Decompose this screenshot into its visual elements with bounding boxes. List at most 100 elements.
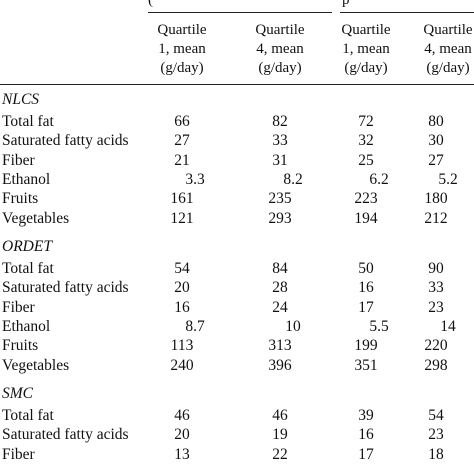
table-row: Total fat 66 82 72 80 [0, 112, 474, 131]
table-row: Fruits 161 235 223 180 [0, 189, 474, 208]
table-row: Vegetables 240 396 351 298 [0, 356, 474, 375]
column-header-3: Quartile 1, mean (g/day) [330, 21, 402, 78]
column-header-line: (g/day) [426, 60, 470, 76]
table-row: Vegetables 121 293 194 212 [0, 209, 474, 228]
table-cell: 16 [358, 426, 374, 444]
table-cell: 72 [358, 113, 374, 130]
table-cell: 199 [354, 337, 378, 355]
header-fragment-right: p [342, 0, 350, 8]
table-cell: 235 [268, 190, 292, 208]
row-label: Saturated fatty acids [2, 426, 129, 444]
table-cell: 17 [358, 445, 374, 463]
table-cell: 27 [428, 151, 444, 169]
table-cell: 223 [354, 190, 378, 208]
table-row: Total fat 54 84 50 90 [0, 259, 474, 278]
table-cell: 16 [174, 298, 190, 316]
table-cell: 32 [358, 132, 374, 150]
table-cell: 50 [358, 260, 374, 277]
column-header-2: Quartile 4, mean (g/day) [244, 21, 316, 78]
table-cell: 19 [272, 426, 288, 444]
row-label: Saturated fatty acids [2, 132, 129, 150]
table-cell: 27 [174, 132, 190, 150]
table-cell: 8.2 [283, 170, 303, 188]
table-cell: 298 [424, 356, 448, 374]
table-row: Saturated fatty acids 27 33 32 30 [0, 131, 474, 150]
table-cell: 5.5 [369, 317, 389, 335]
row-label: Ethanol [2, 317, 51, 335]
column-header-line: Quartile [255, 22, 305, 38]
table-cell: 20 [174, 279, 190, 297]
group-rule-right [340, 12, 474, 13]
table-cell: 351 [354, 356, 378, 374]
table-cell: 54 [428, 407, 444, 424]
table-cell: 6.2 [369, 170, 389, 188]
table-cell: 313 [268, 337, 292, 355]
table-cell: 46 [174, 407, 190, 424]
table-cell: 293 [268, 209, 292, 227]
table-cell: 240 [170, 356, 194, 374]
table-row: Fiber 16 24 17 23 [0, 298, 474, 317]
row-label: Saturated fatty acids [2, 279, 129, 297]
column-header-line: (g/day) [344, 60, 388, 76]
table-row: Saturated fatty acids 20 19 16 23 [0, 425, 474, 444]
section-title: ORDET [2, 238, 52, 255]
column-header-line: Quartile [423, 22, 473, 38]
table-cell: 66 [174, 113, 190, 130]
table-cell: 24 [272, 298, 288, 316]
row-label: Total fat [2, 260, 54, 277]
table-cell: 54 [174, 260, 190, 277]
table-cell: 8.7 [185, 317, 205, 335]
table-row: Saturated fatty acids 20 28 16 33 [0, 278, 474, 297]
table-cell: 220 [424, 337, 448, 355]
table-cell: 17 [358, 298, 374, 316]
column-header-line: 4, mean [424, 41, 472, 57]
row-label: Fruits [2, 337, 39, 355]
column-header-line: Quartile [157, 22, 207, 38]
table-cell: 82 [272, 113, 288, 130]
table-cell: 180 [424, 190, 448, 208]
column-header-line: (g/day) [160, 60, 204, 76]
row-label: Vegetables [2, 209, 70, 227]
table-cell: 18 [428, 445, 444, 463]
row-label: Ethanol [2, 170, 51, 188]
table-cell: 194 [354, 209, 378, 227]
group-rule-left [148, 12, 332, 13]
row-label: Total fat [2, 113, 54, 130]
header-fragment-left: ( [148, 0, 153, 8]
table-row: Total fat 46 46 39 54 [0, 406, 474, 425]
table-cell: 14 [440, 317, 456, 335]
table-cell: 33 [272, 132, 288, 150]
table-cell: 33 [428, 279, 444, 297]
column-header-line: 1, mean [342, 41, 390, 57]
table-cell: 121 [170, 209, 194, 227]
section-title: NLCS [2, 91, 40, 108]
row-label: Total fat [2, 407, 54, 424]
table-cell: 5.2 [438, 170, 458, 188]
table-cell: 3.3 [185, 170, 205, 188]
table-cell: 90 [428, 260, 444, 277]
table-cell: 31 [272, 151, 288, 169]
table-cell: 30 [428, 132, 444, 150]
table-cell: 10 [285, 317, 301, 335]
row-label: Fiber [2, 298, 35, 316]
table-row: Fiber 13 22 17 18 [0, 445, 474, 464]
table-row: Fiber 21 31 25 27 [0, 151, 474, 170]
table-cell: 23 [428, 426, 444, 444]
table-cell: 28 [272, 279, 288, 297]
column-header-line: (g/day) [258, 60, 302, 76]
table-cell: 39 [358, 407, 374, 424]
column-header-4: Quartile 4, mean (g/day) [412, 21, 474, 78]
table-cell: 161 [170, 190, 194, 208]
table-cell: 25 [358, 151, 374, 169]
table-cell: 13 [174, 445, 190, 463]
table-cell: 84 [272, 260, 288, 277]
row-label: Vegetables [2, 356, 70, 374]
table-cell: 21 [174, 151, 190, 169]
header-rule [0, 84, 474, 85]
table-row: Ethanol 3.3 8.2 6.2 5.2 [0, 170, 474, 189]
section-title: SMC [2, 385, 33, 402]
table-cell: 396 [268, 356, 292, 374]
table-row: Fruits 113 313 199 220 [0, 336, 474, 355]
row-label: Fiber [2, 445, 35, 463]
